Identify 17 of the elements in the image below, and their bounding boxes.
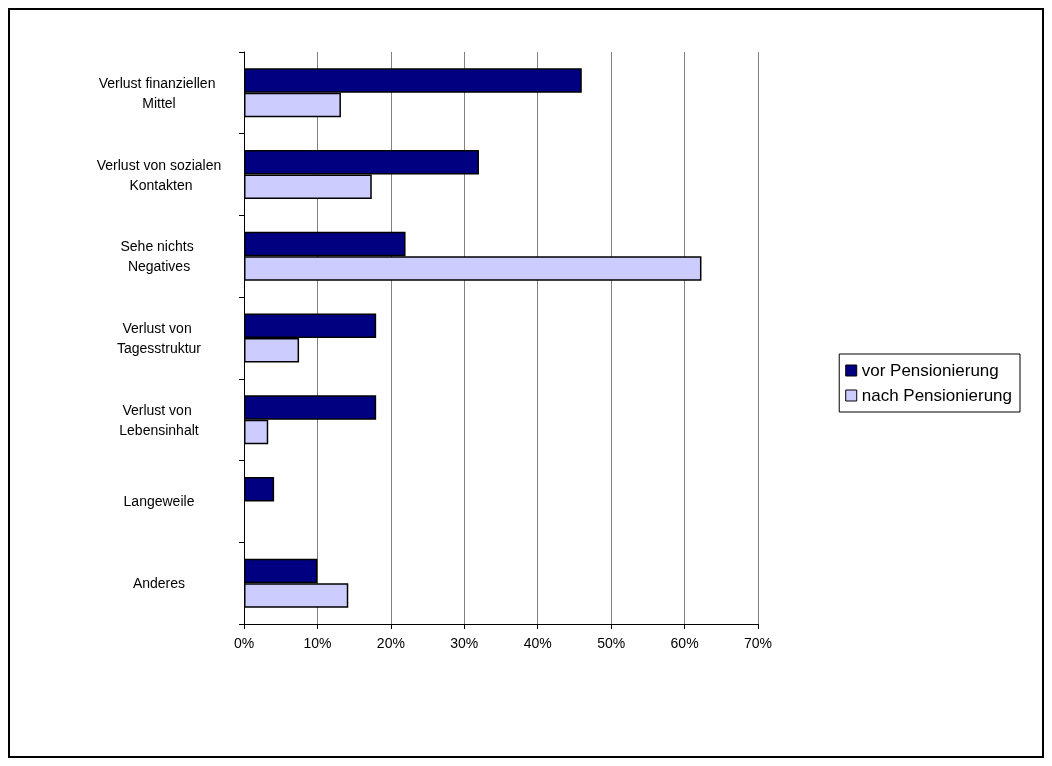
x-tick-label: 30% xyxy=(450,635,479,651)
y-tick-label: Verlust finanziellen Mittel xyxy=(98,74,220,111)
x-tick-label: 10% xyxy=(303,635,332,651)
x-tick-label: 60% xyxy=(670,635,699,651)
x-tick-label: 50% xyxy=(597,635,626,651)
legend-label: nach Pensionierung xyxy=(861,386,1012,405)
y-tick-label: Verlust von sozialen Kontakten xyxy=(96,156,222,193)
y-tick-label: Verlust von Lebensinhalt xyxy=(119,401,199,438)
x-tick-label: 70% xyxy=(743,635,773,651)
x-tick-label: 40% xyxy=(523,635,552,651)
y-tick-label: Sehe nichts Negatives xyxy=(120,238,198,275)
x-tick-label: 20% xyxy=(376,635,405,651)
y-tick-label: Anderes xyxy=(132,575,186,592)
x-tick-label: 0% xyxy=(233,635,255,651)
legend-label: vor Pensionierung xyxy=(861,361,999,380)
y-tick-label: Langeweile xyxy=(123,493,195,510)
y-tick-label: Verlust von Tagesstruktur xyxy=(116,320,202,356)
